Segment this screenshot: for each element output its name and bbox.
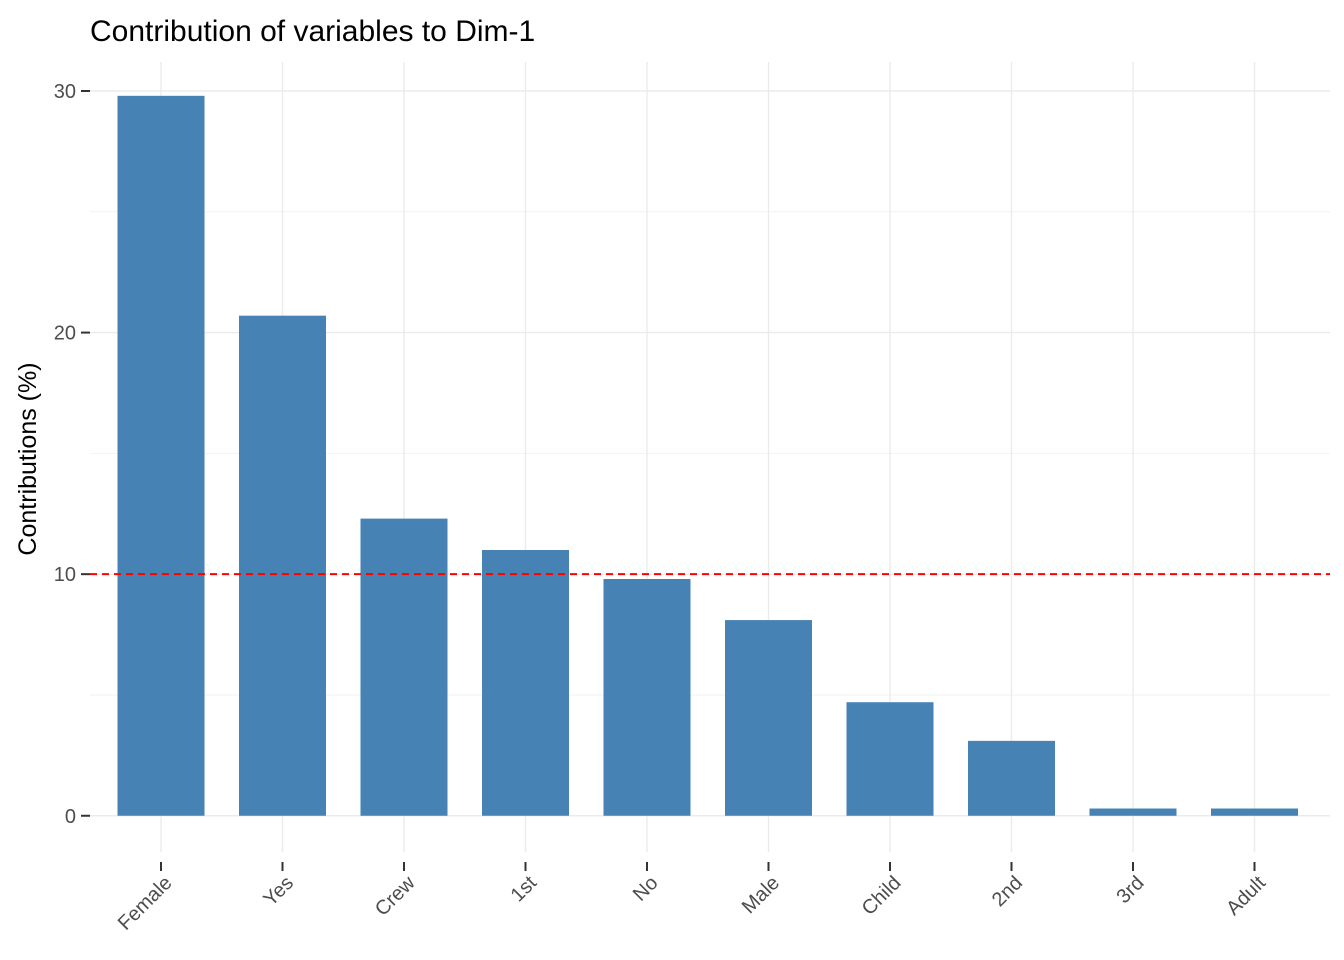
y-axis-label: Contributions (%): [14, 362, 42, 555]
y-tick-label: 30: [54, 81, 76, 103]
x-tick-label: 3rd: [1113, 872, 1149, 908]
bar-yes: [239, 315, 326, 816]
bar-crew: [360, 518, 448, 816]
x-tick-label: Yes: [259, 872, 298, 911]
bar-no: [603, 579, 691, 816]
y-tick-label: 10: [54, 564, 76, 586]
x-tick-label: Female: [114, 872, 177, 935]
bar-female: [117, 95, 205, 816]
x-tick-label: 2nd: [988, 872, 1027, 911]
x-axis-ticks: Female Yes Crew 1st No Male Child 2nd 3rd Adult: [114, 862, 1270, 935]
y-axis-ticks: 0 10 20 30: [54, 81, 90, 828]
bar-1st: [482, 550, 569, 816]
bar-adult: [1211, 808, 1298, 816]
bar-male: [725, 620, 812, 816]
chart-title: Contribution of variables to Dim-1: [90, 15, 535, 48]
y-tick-label: 0: [65, 806, 76, 828]
bar-3rd: [1089, 808, 1177, 816]
x-tick-label: 1st: [507, 872, 542, 907]
x-tick-label: Child: [858, 872, 906, 920]
bars: [117, 95, 1298, 816]
bar-child: [846, 702, 934, 816]
x-tick-label: Crew: [371, 872, 420, 921]
x-tick-label: Adult: [1222, 872, 1270, 920]
x-tick-label: Male: [738, 872, 784, 918]
y-tick-label: 20: [54, 323, 76, 345]
x-tick-label: No: [629, 872, 663, 906]
bar-2nd: [968, 740, 1055, 816]
